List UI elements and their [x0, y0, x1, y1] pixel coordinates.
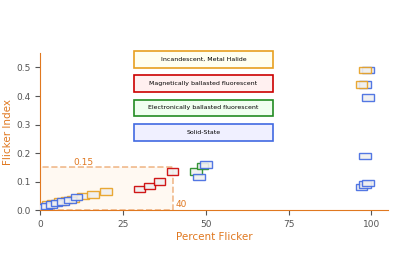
FancyBboxPatch shape	[134, 51, 273, 68]
Bar	[100, 188, 112, 195]
Bar	[362, 180, 374, 186]
Bar	[167, 168, 178, 175]
Text: 0.15: 0.15	[73, 158, 93, 167]
Text: Electronically ballasted fluorescent: Electronically ballasted fluorescent	[148, 105, 259, 110]
Bar	[359, 153, 371, 159]
Bar	[193, 174, 205, 180]
Bar	[38, 203, 49, 209]
Y-axis label: Flicker Index: Flicker Index	[3, 99, 13, 165]
Bar	[38, 204, 49, 210]
Bar	[61, 197, 72, 203]
Text: 40: 40	[176, 200, 187, 209]
Bar	[362, 67, 374, 73]
Bar	[51, 200, 62, 206]
FancyBboxPatch shape	[134, 124, 273, 141]
Bar	[77, 193, 89, 199]
Bar	[356, 184, 367, 190]
Bar	[64, 197, 76, 203]
Bar	[362, 94, 374, 101]
Bar	[54, 198, 66, 205]
Bar	[67, 196, 79, 202]
Bar	[190, 168, 202, 175]
Text: Incandescent, Metal Halide: Incandescent, Metal Halide	[161, 57, 246, 62]
Text: SSL products can be in the same range as conventional: SSL products can be in the same range as…	[68, 232, 332, 241]
Bar	[154, 178, 165, 185]
Bar	[48, 200, 59, 206]
Bar	[41, 203, 52, 209]
Bar	[359, 81, 371, 88]
Text: Renewable Energy: Renewable Energy	[343, 30, 394, 35]
FancyBboxPatch shape	[134, 100, 273, 116]
Text: Frame of Reference for All Products: Frame of Reference for All Products	[8, 18, 259, 30]
Bar	[40, 167, 172, 210]
Bar	[58, 198, 69, 205]
Bar	[200, 161, 212, 168]
Bar	[197, 163, 208, 169]
Text: products, but can also be wildly different: products, but can also be wildly differe…	[103, 250, 297, 259]
Bar	[356, 81, 367, 88]
Text: Magnetically ballasted fluorescent: Magnetically ballasted fluorescent	[150, 81, 258, 86]
FancyBboxPatch shape	[134, 76, 273, 92]
Bar	[144, 183, 155, 189]
Text: Solid-State: Solid-State	[186, 130, 221, 135]
X-axis label: Percent Flicker: Percent Flicker	[176, 232, 252, 242]
Text: ENERGY: ENERGY	[268, 21, 324, 34]
Text: Energy Efficiency &: Energy Efficiency &	[343, 13, 397, 18]
Bar	[359, 67, 371, 73]
Bar	[87, 191, 99, 198]
Bar	[42, 201, 54, 207]
Text: U.S. DEPARTMENT OF: U.S. DEPARTMENT OF	[268, 8, 324, 13]
Bar	[46, 201, 58, 207]
Bar	[71, 194, 82, 201]
Bar	[134, 186, 145, 192]
Bar	[359, 181, 371, 188]
